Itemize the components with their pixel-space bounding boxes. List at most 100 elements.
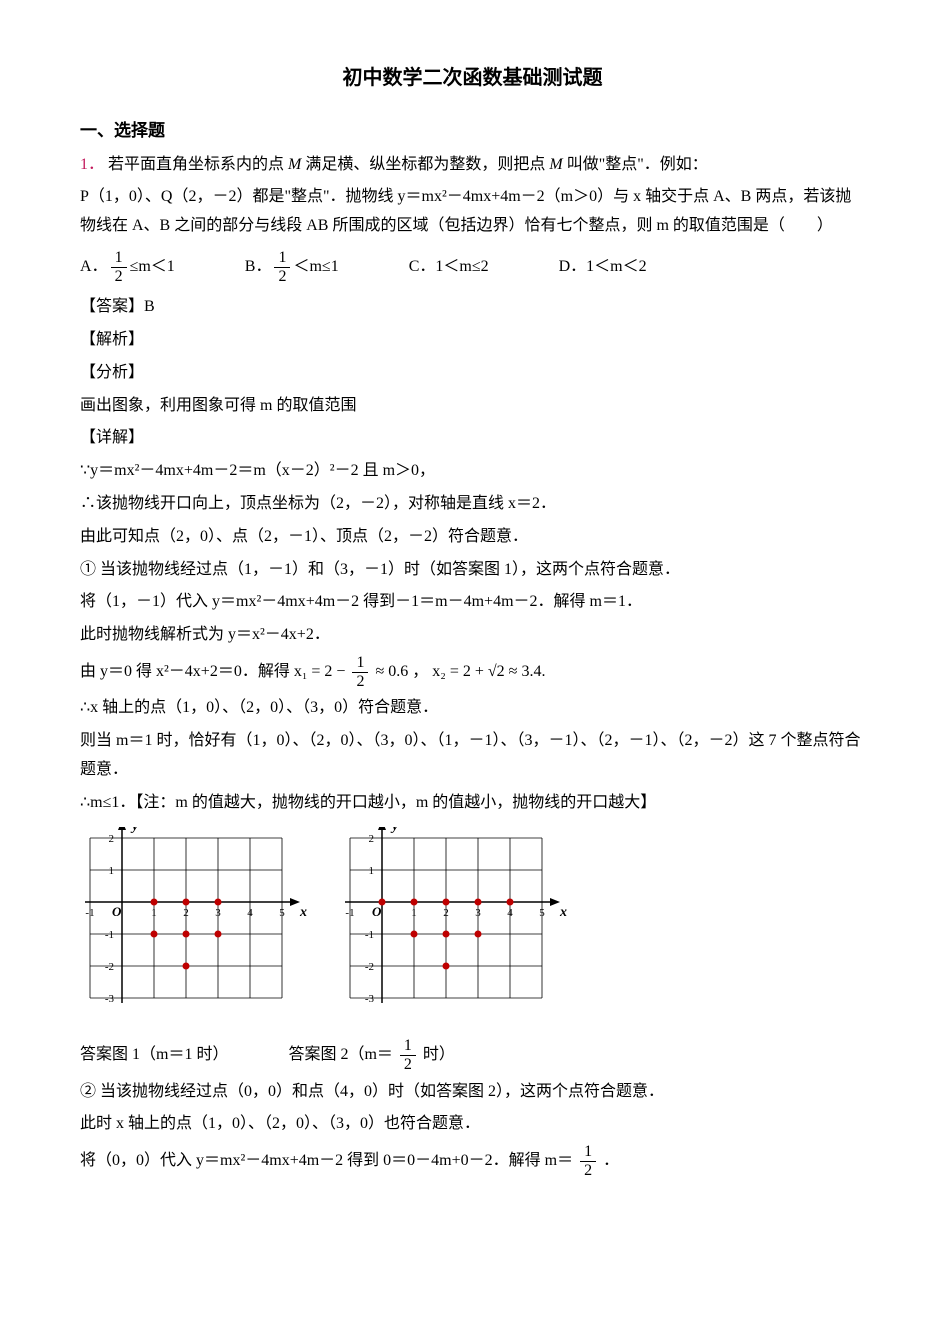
frac-num: 1 xyxy=(111,249,127,268)
chart-2: -1 1 2 3 4 5 1 2 -1 -2 -3 y x O xyxy=(340,827,570,1027)
opt-B-post: ＜m≤1 xyxy=(293,253,338,282)
option-A: A． 1 2 ≤m＜1 xyxy=(80,249,175,285)
sol-line: ① 当该抛物线经过点（1，－1）和（3，－1）时（如答案图 1），这两个点符合题… xyxy=(80,556,865,585)
frac-den: 2 xyxy=(111,268,127,286)
sol-line: 此时抛物线解析式为 y＝x²－4x+2． xyxy=(80,621,865,650)
sol-line: 此时 x 轴上的点（1，0）、（2，0）、（3，0）也符合题意． xyxy=(80,1110,865,1139)
svg-text:2: 2 xyxy=(443,907,449,919)
charts-row: -1 1 2 3 4 5 1 2 -1 -2 -3 y x O -1 1 2 3 4 5 1 2 -1 -2 -3 y x O xyxy=(80,827,865,1027)
fenxi-body: 画出图象，利用图象可得 m 的取值范围 xyxy=(80,392,865,421)
frac-num: 1 xyxy=(580,1143,596,1162)
sol-text: 当该抛物线经过点（1，－1）和（3，－1）时（如答案图 1），这两个点符合题意． xyxy=(100,561,680,578)
svg-text:-3: -3 xyxy=(365,993,375,1005)
q-text: 叫做"整点"．例如： xyxy=(567,156,708,173)
svg-text:-1: -1 xyxy=(85,907,94,919)
answer-label: 【答案】B xyxy=(80,293,865,322)
sol-line: ∵y＝mx²－4mx+4m－2＝m（x－2）²－2 且 m＞0， xyxy=(80,457,865,486)
cap2-pre: 答案图 2（m＝ xyxy=(288,1046,392,1063)
svg-text:-2: -2 xyxy=(365,961,374,973)
sol-line: 将（0，0）代入 y＝mx²－4mx+4m－2 得到 0＝0－4m+0－2．解得… xyxy=(80,1143,865,1179)
svg-text:x: x xyxy=(299,905,307,920)
svg-text:1: 1 xyxy=(151,907,157,919)
opt-B-pre: B． xyxy=(245,253,272,282)
svg-text:1: 1 xyxy=(109,865,115,877)
option-D: D．1＜m＜2 xyxy=(559,253,647,282)
math-x2: x₂ = 2 + √2 ≈ 3.4. xyxy=(432,663,545,680)
question-1-body: P（1，0）、Q（2，－2）都是"整点"．抛物线 y＝mx²－4mx+4m－2（… xyxy=(80,183,865,241)
svg-text:-2: -2 xyxy=(105,961,114,973)
svg-text:4: 4 xyxy=(247,907,253,919)
jiexi-label: 【解析】 xyxy=(80,326,865,355)
svg-text:2: 2 xyxy=(109,833,115,845)
var-M: M xyxy=(549,156,562,173)
cap2-post: 时） xyxy=(423,1046,455,1063)
sol-line: ∴该抛物线开口向上，顶点坐标为（2，－2），对称轴是直线 x＝2． xyxy=(80,490,865,519)
frac-den: 2 xyxy=(400,1056,416,1074)
fraction-half: 1 2 xyxy=(111,249,127,285)
q-text: 满足横、纵坐标都为整数，则把点 xyxy=(305,156,549,173)
frac-num: 1 xyxy=(400,1037,416,1056)
svg-text:-3: -3 xyxy=(105,993,115,1005)
svg-text:y: y xyxy=(130,827,139,834)
sol-line: 将（1，－1）代入 y＝mx²－4mx+4m－2 得到－1＝m－4m+4m－2．… xyxy=(80,588,865,617)
frac-num: 1 xyxy=(274,249,290,268)
svg-text:4: 4 xyxy=(507,907,513,919)
answer-options: A． 1 2 ≤m＜1 B． 1 2 ＜m≤1 C．1＜m≤2 D．1＜m＜2 xyxy=(80,249,865,285)
chart-1: -1 1 2 3 4 5 1 2 -1 -2 -3 y x O xyxy=(80,827,310,1027)
svg-text:-1: -1 xyxy=(345,907,354,919)
fenxi-label: 【分析】 xyxy=(80,359,865,388)
var-M: M xyxy=(288,156,301,173)
fraction-half: 1 2 xyxy=(400,1037,416,1073)
svg-text:1: 1 xyxy=(411,907,417,919)
sol-line: ② 当该抛物线经过点（0，0）和点（4，0）时（如答案图 2），这两个点符合题意… xyxy=(80,1078,865,1107)
x1-post: ≈ 0.6 xyxy=(375,663,408,680)
option-C: C．1＜m≤2 xyxy=(409,253,489,282)
chart1-caption: 答案图 1（m＝1 时） xyxy=(80,1041,228,1070)
circled-1: ① xyxy=(80,561,96,578)
svg-text:2: 2 xyxy=(369,833,375,845)
svg-text:3: 3 xyxy=(475,907,481,919)
sol-line: ∴x 轴上的点（1，0）、（2，0）、（3，0）符合题意． xyxy=(80,694,865,723)
q-text: 若平面直角坐标系内的点 xyxy=(108,156,288,173)
svg-text:O: O xyxy=(112,904,122,919)
question-1: 1． 若平面直角坐标系内的点 M 满足横、纵坐标都为整数，则把点 M 叫做"整点… xyxy=(80,151,865,180)
sol-text: 由 y＝0 得 x²－4x+2＝0．解得 xyxy=(80,663,294,680)
frac-den: 2 xyxy=(274,268,290,286)
opt-A-post: ≤m＜1 xyxy=(130,253,175,282)
sep: ， xyxy=(412,663,428,680)
svg-text:2: 2 xyxy=(183,907,189,919)
fraction-half: 1 2 xyxy=(352,654,368,690)
sol-line: ∴m≤1．【注：m 的值越大，抛物线的开口越小，m 的值越小，抛物线的开口越大】 xyxy=(80,789,865,818)
svg-text:x: x xyxy=(559,905,567,920)
x1-pre: x₁ = 2 − xyxy=(294,663,350,680)
fraction-half: 1 2 xyxy=(274,249,290,285)
sol-text: 当该抛物线经过点（0，0）和点（4，0）时（如答案图 2），这两个点符合题意． xyxy=(100,1083,664,1100)
chart-captions: 答案图 1（m＝1 时） 答案图 2（m＝ 1 2 时） xyxy=(80,1037,865,1073)
svg-text:5: 5 xyxy=(279,907,285,919)
frac-den: 2 xyxy=(580,1162,596,1180)
svg-text:-1: -1 xyxy=(105,929,114,941)
page-title: 初中数学二次函数基础测试题 xyxy=(80,60,865,96)
svg-text:-1: -1 xyxy=(365,929,374,941)
sol-line: 由 y＝0 得 x²－4x+2＝0．解得 x₁ = 2 − 1 2 ≈ 0.6 … xyxy=(80,654,865,690)
svg-text:5: 5 xyxy=(539,907,545,919)
circled-2: ② xyxy=(80,1083,96,1100)
math-x1: x₁ = 2 − 1 2 ≈ 0.6 xyxy=(294,663,412,680)
frac-num: 1 xyxy=(352,654,368,673)
frac-den: 2 xyxy=(352,673,368,691)
question-number: 1． xyxy=(80,156,104,173)
sol-line: 则当 m＝1 时，恰好有（1，0）、（2，0）、（3，0）、（1，－1）、（3，… xyxy=(80,727,865,785)
svg-text:1: 1 xyxy=(369,865,375,877)
xiangjie-label: 【详解】 xyxy=(80,424,865,453)
option-B: B． 1 2 ＜m≤1 xyxy=(245,249,339,285)
chart2-caption: 答案图 2（m＝ 1 2 时） xyxy=(288,1037,454,1073)
section-heading: 一、选择题 xyxy=(80,116,865,147)
sol-text: 将（0，0）代入 y＝mx²－4mx+4m－2 得到 0＝0－4m+0－2．解得… xyxy=(80,1152,573,1169)
sol-line: 由此可知点（2，0）、点（2，－1）、顶点（2，－2）符合题意． xyxy=(80,523,865,552)
opt-A-pre: A． xyxy=(80,253,108,282)
svg-text:y: y xyxy=(390,827,399,834)
svg-text:O: O xyxy=(372,904,382,919)
sol-text: ． xyxy=(603,1152,619,1169)
svg-text:3: 3 xyxy=(215,907,221,919)
fraction-half: 1 2 xyxy=(580,1143,596,1179)
